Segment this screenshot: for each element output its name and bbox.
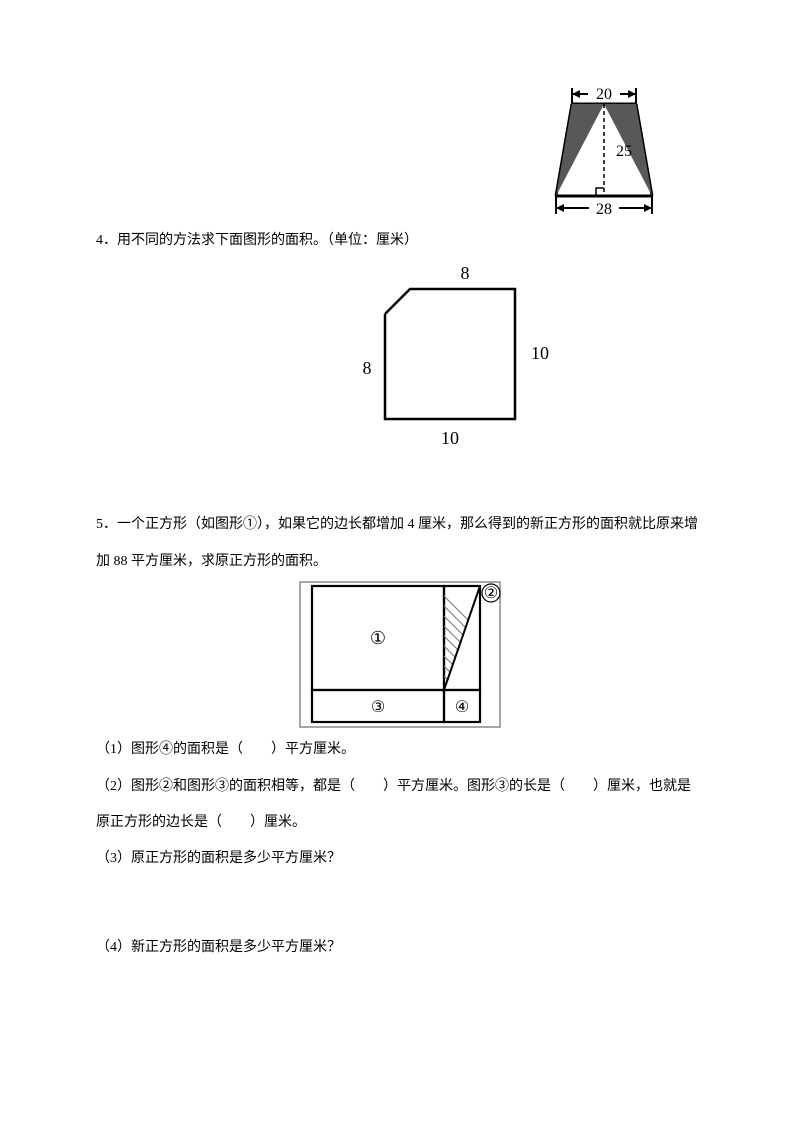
fig2-right: 10 — [531, 343, 549, 363]
figure-2-wrap: 8 10 10 8 — [96, 259, 704, 459]
fig3-n4: ④ — [455, 699, 469, 716]
fig1-height-label: 25 — [616, 143, 632, 160]
figure-trapezoid: 20 25 28 — [534, 78, 674, 223]
fig3-n1: ① — [370, 628, 386, 648]
fig3-n3: ③ — [371, 699, 385, 716]
fig2-left: 8 — [363, 358, 372, 378]
fig1-top-label: 20 — [596, 86, 612, 103]
sub-3: （3）原正方形的面积是多少平方厘米？ — [96, 841, 704, 877]
figure-1-wrap: 20 25 28 — [96, 78, 704, 223]
sub-1: （1）图形④的面积是（ ）平方厘米。 — [96, 732, 704, 768]
fig2-top: 8 — [461, 263, 470, 283]
question-4-text: 4．用不同的方法求下面图形的面积。（单位：厘米） — [96, 223, 704, 259]
figure-3-wrap: ① ② ③ ④ — [96, 572, 704, 732]
sub-4: （4）新正方形的面积是多少平方厘米？ — [96, 930, 704, 966]
question-5-text: 5．一个正方形（如图形①），如果它的边长都增加 4 厘米，那么得到的新正方形的面… — [96, 507, 704, 580]
fig2-bottom: 10 — [441, 428, 459, 448]
fig3-n2: ② — [484, 585, 498, 602]
figure-square-extend: ① ② ③ ④ — [290, 572, 510, 732]
sub-2: （2）图形②和图形③的面积相等，都是（ ）平方厘米。图形③的长是（ ）厘米，也就… — [96, 769, 704, 842]
figure-pentagon: 8 10 10 8 — [325, 259, 565, 459]
fig1-bottom-label: 28 — [596, 201, 612, 218]
